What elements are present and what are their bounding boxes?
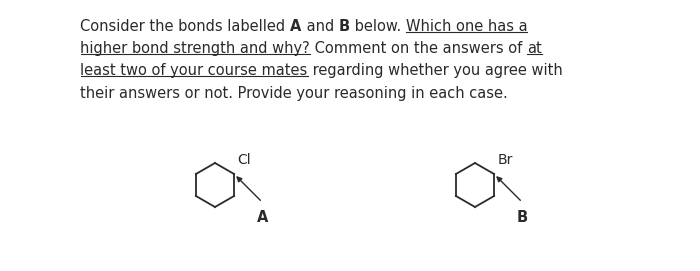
Text: Consider the bonds labelled: Consider the bonds labelled xyxy=(80,19,290,34)
Text: below.: below. xyxy=(349,19,405,34)
Text: regarding whether you agree with: regarding whether you agree with xyxy=(308,63,563,78)
Text: Cl: Cl xyxy=(237,153,251,167)
Text: and: and xyxy=(302,19,339,34)
Text: at: at xyxy=(527,41,542,56)
Text: B: B xyxy=(339,19,349,34)
Text: Which one has a: Which one has a xyxy=(405,19,527,34)
Text: their answers or not. Provide your reasoning in each case.: their answers or not. Provide your reaso… xyxy=(80,86,508,101)
Text: A: A xyxy=(257,210,268,225)
Text: B: B xyxy=(517,210,528,225)
Text: Comment on the answers of: Comment on the answers of xyxy=(310,41,527,56)
Text: Br: Br xyxy=(498,153,513,167)
Text: A: A xyxy=(290,19,302,34)
Text: least two of your course mates: least two of your course mates xyxy=(80,63,308,78)
Text: higher bond strength and why?: higher bond strength and why? xyxy=(80,41,310,56)
